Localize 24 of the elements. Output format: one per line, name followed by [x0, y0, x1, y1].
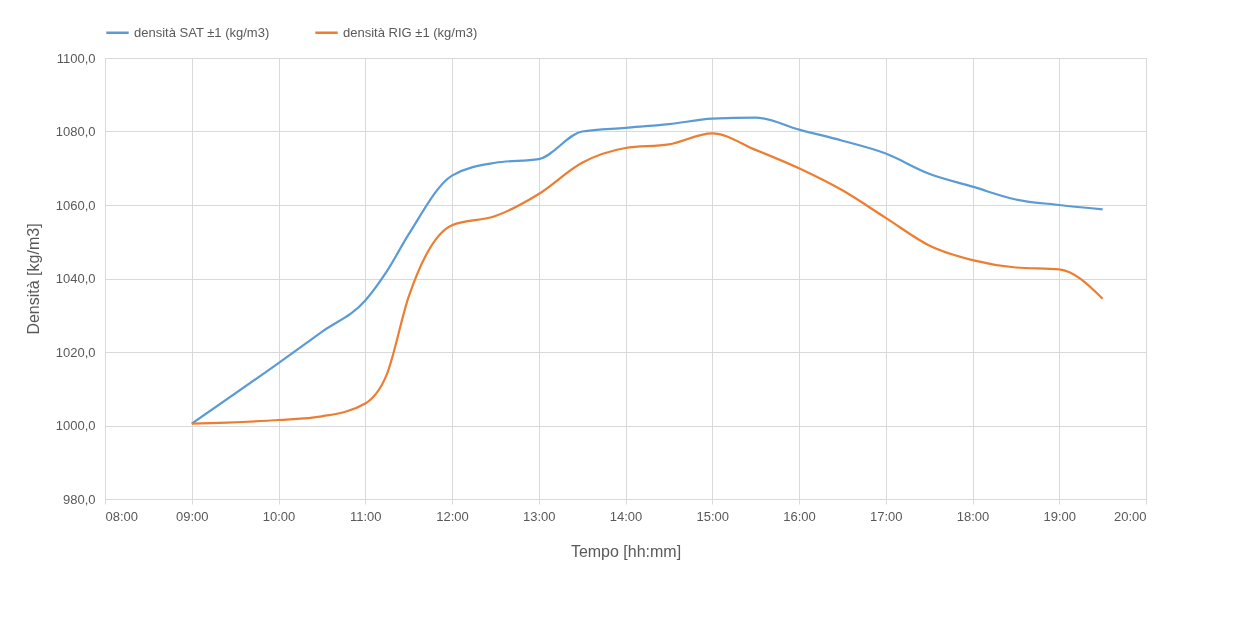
- y-tick-label: 1000,0: [55, 418, 96, 433]
- x-tick-label: 10:00: [262, 508, 296, 524]
- x-tick-label: 11:00: [349, 508, 382, 524]
- legend-label: densità RIG ±1 (kg/m3): [343, 24, 478, 40]
- legend-label: densità SAT ±1 (kg/m3): [134, 24, 270, 40]
- x-tick-label: 15:00: [696, 508, 730, 524]
- x-tick-label: 17:00: [869, 508, 903, 524]
- x-axis-title: Tempo [hh:mm]: [570, 542, 682, 560]
- y-axis-title: Densità [kg/m3]: [24, 223, 42, 335]
- x-tick-label: 14:00: [609, 508, 643, 524]
- x-tick-label: 08:00: [105, 508, 139, 524]
- y-tick-label: 1080,0: [55, 124, 96, 139]
- y-tick-label: 1020,0: [55, 344, 96, 360]
- x-tick-label: 12:00: [436, 508, 469, 524]
- y-tick-label: 980,0: [62, 491, 96, 507]
- x-tick-label: 19:00: [1043, 508, 1077, 524]
- y-tick-label: 1060,0: [55, 197, 96, 213]
- x-tick-label: 20:00: [1113, 508, 1147, 524]
- x-tick-label: 16:00: [783, 508, 816, 524]
- y-tick-label: 1100,0: [56, 50, 96, 66]
- y-tick-label: 1040,0: [55, 271, 96, 286]
- x-tick-label: 18:00: [956, 508, 990, 524]
- x-tick-label: 13:00: [522, 508, 556, 524]
- x-tick-label: 09:00: [175, 508, 209, 524]
